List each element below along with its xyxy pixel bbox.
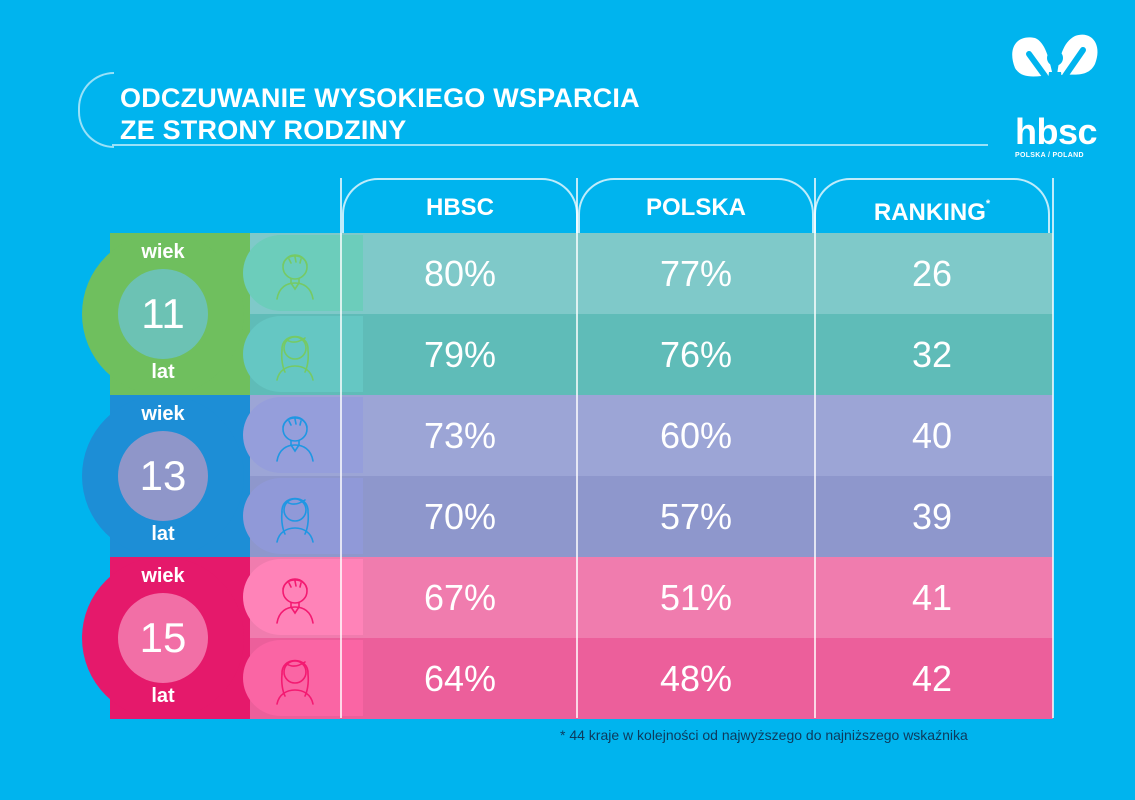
column-label-hbsc: HBSC — [425, 194, 494, 221]
cell-ranking: 41 — [911, 577, 953, 618]
column-header-ranking: RANKING* — [814, 178, 1050, 234]
avatar-pill — [243, 640, 363, 716]
cell-ranking: 26 — [911, 253, 953, 294]
table-row — [250, 557, 1053, 638]
girl-icon — [276, 335, 314, 381]
avatar-pill — [243, 316, 363, 392]
cell-hbsc: 67% — [423, 577, 497, 618]
age-wiek-label: wiek — [141, 241, 185, 263]
age-lat-label: lat — [151, 361, 175, 383]
page-title: ODCZUWANIE WYSOKIEGO WSPARCIA ZE STRONY … — [120, 82, 640, 146]
title-line-2: ZE STRONY RODZINY — [120, 115, 407, 145]
hbsc-logo-icon — [1012, 34, 1098, 106]
logo-text: hbsc — [1015, 111, 1098, 152]
title-underline — [112, 144, 988, 146]
column-divider — [576, 178, 578, 718]
ranking-footnote-mark: * — [985, 198, 991, 210]
column-divider — [340, 178, 342, 718]
column-divider — [814, 178, 816, 718]
boy-icon — [276, 416, 314, 462]
table-row — [250, 476, 1053, 557]
age-value: 13 — [118, 431, 208, 521]
age-lat-label: lat — [151, 523, 175, 545]
table-row — [250, 638, 1053, 719]
hbsc-logo: hbsc POLSKA / POLAND — [1005, 28, 1115, 159]
cell-ranking: 39 — [911, 496, 953, 537]
cell-ranking: 32 — [911, 334, 953, 375]
title-line-1: ODCZUWANIE WYSOKIEGO WSPARCIA — [120, 83, 640, 113]
age-circle: wiek 15 lat — [82, 557, 244, 719]
cell-hbsc: 79% — [423, 334, 497, 375]
avatar-pill — [243, 235, 363, 311]
boy-icon — [276, 578, 314, 624]
avatar-pill — [243, 559, 363, 635]
cell-hbsc: 70% — [423, 496, 497, 537]
cell-hbsc: 73% — [423, 415, 497, 456]
age-lat-label: lat — [151, 685, 175, 707]
cell-polska: 57% — [659, 496, 733, 537]
table-row — [250, 314, 1053, 395]
column-label-polska: POLSKA — [645, 194, 746, 221]
age-value: 15 — [118, 593, 208, 683]
cell-polska: 51% — [659, 577, 733, 618]
avatar-pill — [243, 478, 363, 554]
cell-ranking: 42 — [911, 658, 953, 699]
boy-icon — [276, 254, 314, 300]
age-wiek-label: wiek — [141, 565, 185, 587]
cell-hbsc: 64% — [423, 658, 497, 699]
logo-subtext: POLSKA / POLAND — [1015, 152, 1084, 159]
title-block: ODCZUWANIE WYSOKIEGO WSPARCIA ZE STRONY … — [78, 70, 988, 148]
column-label-ranking: RANKING — [873, 199, 986, 226]
age-wiek-label: wiek — [141, 403, 185, 425]
title-arc-decoration — [78, 72, 114, 148]
cell-polska: 77% — [659, 253, 733, 294]
age-value: 11 — [118, 269, 208, 359]
age-circle: wiek 11 lat — [82, 233, 244, 395]
avatar-pill — [243, 397, 363, 473]
cell-polska: 76% — [659, 334, 733, 375]
cell-hbsc: 80% — [423, 253, 497, 294]
column-header-hbsc: HBSC — [342, 178, 578, 234]
age-circle: wiek 13 lat — [82, 395, 244, 557]
girl-icon — [276, 659, 314, 705]
column-divider — [1052, 178, 1054, 718]
cell-polska: 48% — [659, 658, 733, 699]
column-header-polska: POLSKA — [578, 178, 814, 234]
cell-ranking: 40 — [911, 415, 953, 456]
girl-icon — [276, 497, 314, 543]
footnote: * 44 kraje w kolejności od najwyższego d… — [560, 727, 968, 743]
cell-polska: 60% — [659, 415, 733, 456]
table-row — [250, 233, 1053, 314]
table-row — [250, 395, 1053, 476]
